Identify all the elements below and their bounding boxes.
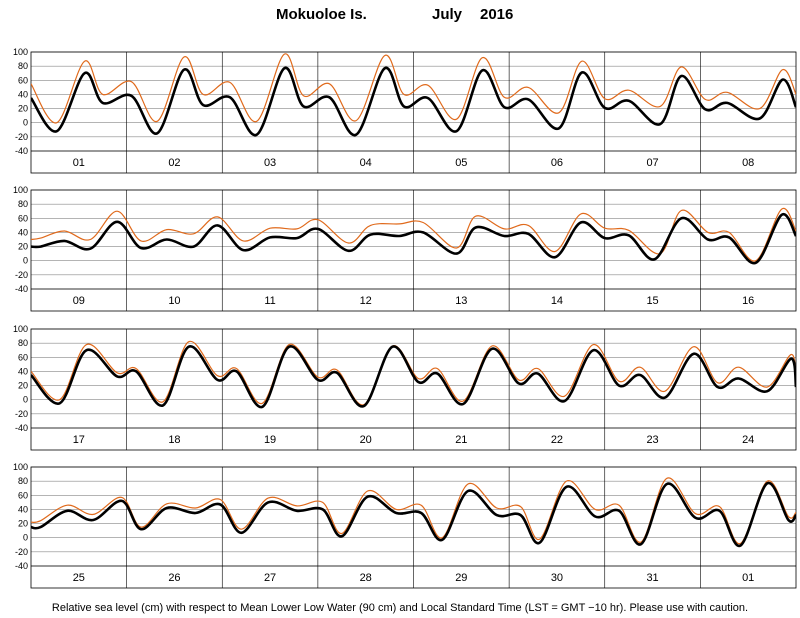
y-tick-label: -20 xyxy=(15,409,28,419)
chart-title: Mokuoloe Is. July 2016 xyxy=(0,6,800,28)
day-label: 07 xyxy=(646,157,658,169)
y-tick-label: 20 xyxy=(18,104,28,114)
panel-frame xyxy=(30,51,797,174)
day-label: 28 xyxy=(360,572,372,584)
y-tick-label: 0 xyxy=(23,533,28,543)
y-tick-label: 100 xyxy=(13,324,28,334)
day-label: 10 xyxy=(168,295,180,307)
y-tick-label: 40 xyxy=(18,504,28,514)
y-tick-label: 20 xyxy=(18,242,28,252)
y-tick-label: 0 xyxy=(23,118,28,128)
y-tick-label: 0 xyxy=(23,256,28,266)
day-label: 15 xyxy=(646,295,658,307)
day-label: 20 xyxy=(360,434,372,446)
y-tick-label: 100 xyxy=(13,462,28,472)
day-label: 08 xyxy=(742,157,754,169)
day-label: 01 xyxy=(73,157,85,169)
day-label: 19 xyxy=(264,434,276,446)
day-label: 06 xyxy=(551,157,563,169)
y-tick-label: 40 xyxy=(18,227,28,237)
day-label: 26 xyxy=(168,572,180,584)
day-label: 01 xyxy=(742,572,754,584)
day-label: 03 xyxy=(264,157,276,169)
y-tick-label: 40 xyxy=(18,366,28,376)
predicted-series-line xyxy=(31,66,796,137)
y-tick-label: 100 xyxy=(13,185,28,195)
y-tick-label: -20 xyxy=(15,547,28,557)
y-tick-label: -40 xyxy=(15,561,28,571)
y-tick-label: 60 xyxy=(18,352,28,362)
y-tick-label: 100 xyxy=(13,47,28,57)
day-label: 09 xyxy=(73,295,85,307)
day-label: 14 xyxy=(551,295,563,307)
observed-series-line xyxy=(31,477,796,545)
day-label: 04 xyxy=(360,157,372,169)
predicted-series-line xyxy=(31,481,796,547)
y-tick-label: 80 xyxy=(18,476,28,486)
y-tick-label: 0 xyxy=(23,395,28,405)
panel-frame xyxy=(30,328,797,451)
y-tick-label: -20 xyxy=(15,270,28,280)
day-label: 27 xyxy=(264,572,276,584)
day-label: 25 xyxy=(73,572,85,584)
y-tick-label: -40 xyxy=(15,284,28,294)
day-label: 02 xyxy=(168,157,180,169)
day-label: 17 xyxy=(73,434,85,446)
day-label: 05 xyxy=(455,157,467,169)
observed-series-line xyxy=(31,341,796,406)
y-tick-label: 60 xyxy=(18,213,28,223)
day-label: 21 xyxy=(455,434,467,446)
observed-series-line xyxy=(31,53,796,124)
day-label: 31 xyxy=(646,572,658,584)
y-tick-label: 20 xyxy=(18,519,28,529)
day-label: 29 xyxy=(455,572,467,584)
y-tick-label: -40 xyxy=(15,146,28,156)
y-tick-label: 60 xyxy=(18,490,28,500)
predicted-series-line xyxy=(31,345,796,409)
predicted-series-line xyxy=(31,212,796,265)
day-label: 12 xyxy=(360,295,372,307)
y-tick-label: 40 xyxy=(18,89,28,99)
y-tick-label: 80 xyxy=(18,338,28,348)
day-label: 18 xyxy=(168,434,180,446)
panel-frame xyxy=(30,189,797,312)
y-tick-label: -20 xyxy=(15,132,28,142)
day-label: 22 xyxy=(551,434,563,446)
y-tick-label: 20 xyxy=(18,381,28,391)
observed-series-line xyxy=(31,207,796,262)
day-label: 13 xyxy=(455,295,467,307)
day-label: 30 xyxy=(551,572,563,584)
footer-note: Relative sea level (cm) with respect to … xyxy=(51,602,749,614)
day-label: 16 xyxy=(742,295,754,307)
station-name: Mokuoloe Is. xyxy=(276,6,367,23)
y-tick-label: 60 xyxy=(18,75,28,85)
y-tick-label: -40 xyxy=(15,423,28,433)
title-month: July xyxy=(432,6,463,23)
day-label: 24 xyxy=(742,434,754,446)
day-label: 11 xyxy=(264,295,275,307)
y-tick-label: 80 xyxy=(18,199,28,209)
day-label: 23 xyxy=(646,434,658,446)
title-year: 2016 xyxy=(480,6,514,23)
y-tick-label: 80 xyxy=(18,61,28,71)
